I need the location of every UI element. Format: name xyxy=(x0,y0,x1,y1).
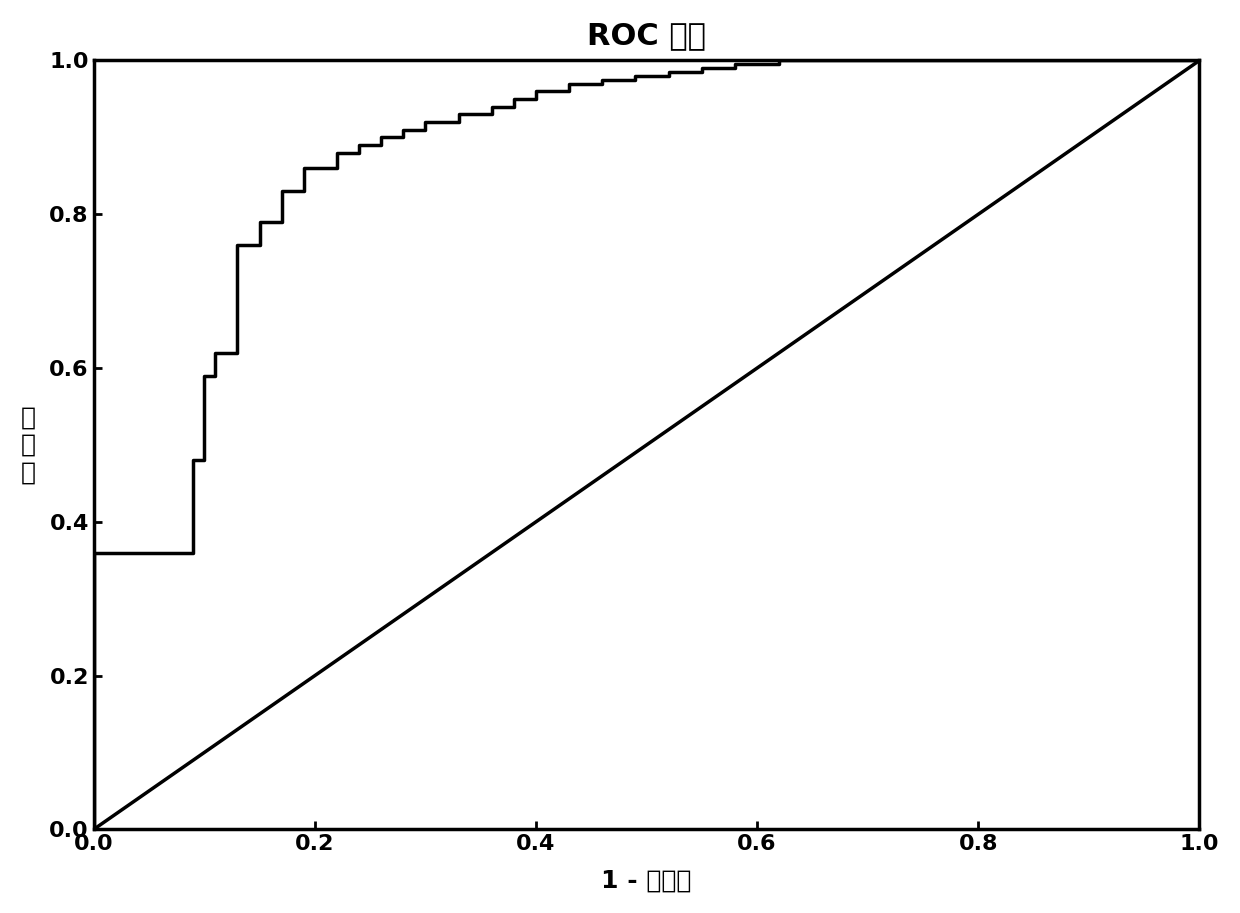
Title: ROC 曲线: ROC 曲线 xyxy=(587,21,706,50)
Y-axis label: 敏
感
度: 敏 感 度 xyxy=(21,405,36,485)
X-axis label: 1 - 特异性: 1 - 特异性 xyxy=(601,868,692,892)
